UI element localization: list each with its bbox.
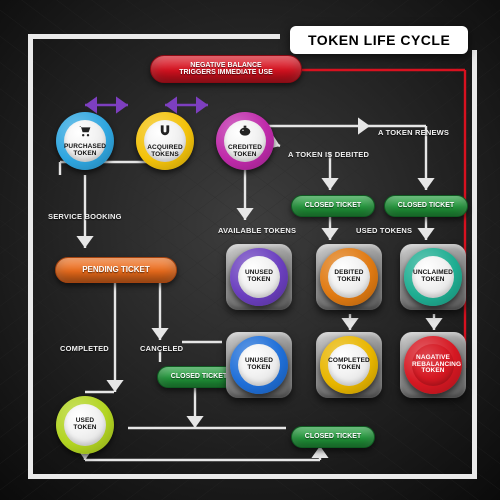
pill-closed-ticket-4: CLOSED TICKET [291,426,375,448]
token-life-cycle-diagram: TOKEN LIFE CYCLENEGATIVE BALANCETRIGGERS… [0,0,500,500]
coin-unclaimed: UNCLAIMEDTOKEN [404,248,462,306]
pill-pending-ticket: PENDING TICKET [55,257,177,283]
label-canceled: CANCELED [140,344,183,353]
label-service-booking: SERVICE BOOKING [48,212,122,221]
label-used-tokens: USED TOKENS [356,226,412,235]
pill-closed-ticket-2: CLOSED TICKET [384,195,468,217]
coin-label: COMPLETEDTOKEN [328,358,370,372]
cart-icon [77,124,93,142]
coin-acquired: ACQUIREDTOKENS [136,112,194,170]
magnet-icon [158,124,172,143]
pill-closed-ticket-1: CLOSED TICKET [291,195,375,217]
coin-label: DEBITEDTOKEN [334,270,363,284]
coin-label: CREDITEDTOKEN [228,145,262,159]
label-available-tokens: AVAILABLE TOKENS [218,226,296,235]
coin-label: UNUSEDTOKEN [245,270,273,284]
label-completed: COMPLETED [60,344,109,353]
label-a-token-renews: A TOKEN RENEWS [378,128,449,137]
coin-credited: CREDITEDTOKEN [216,112,274,170]
pill-negative-balance: NEGATIVE BALANCETRIGGERS IMMEDIATE USE [150,55,302,83]
coin-negative-rebal: NAGATIVEREBALANCINGTOKEN [404,336,462,394]
coin-label: ACQUIREDTOKENS [147,145,182,159]
coin-purchased: PURCHASEDTOKEN [56,112,114,170]
coin-unused-1: UNUSEDTOKEN [230,248,288,306]
coin-label: UNCLAIMEDTOKEN [413,270,453,284]
coin-label: USEDTOKEN [73,418,96,432]
page-title: TOKEN LIFE CYCLE [290,26,468,54]
coin-label: PURCHASEDTOKEN [64,144,106,158]
coin-used: USEDTOKEN [56,396,114,454]
coin-debited: DEBITEDTOKEN [320,248,378,306]
coin-label: UNUSEDTOKEN [245,358,273,372]
coin-completed-tok: COMPLETEDTOKEN [320,336,378,394]
piggy-icon [237,124,253,143]
coin-label: NAGATIVEREBALANCINGTOKEN [412,355,454,375]
label-a-token-debited: A TOKEN IS DEBITED [288,150,369,159]
coin-unused-2: UNUSEDTOKEN [230,336,288,394]
